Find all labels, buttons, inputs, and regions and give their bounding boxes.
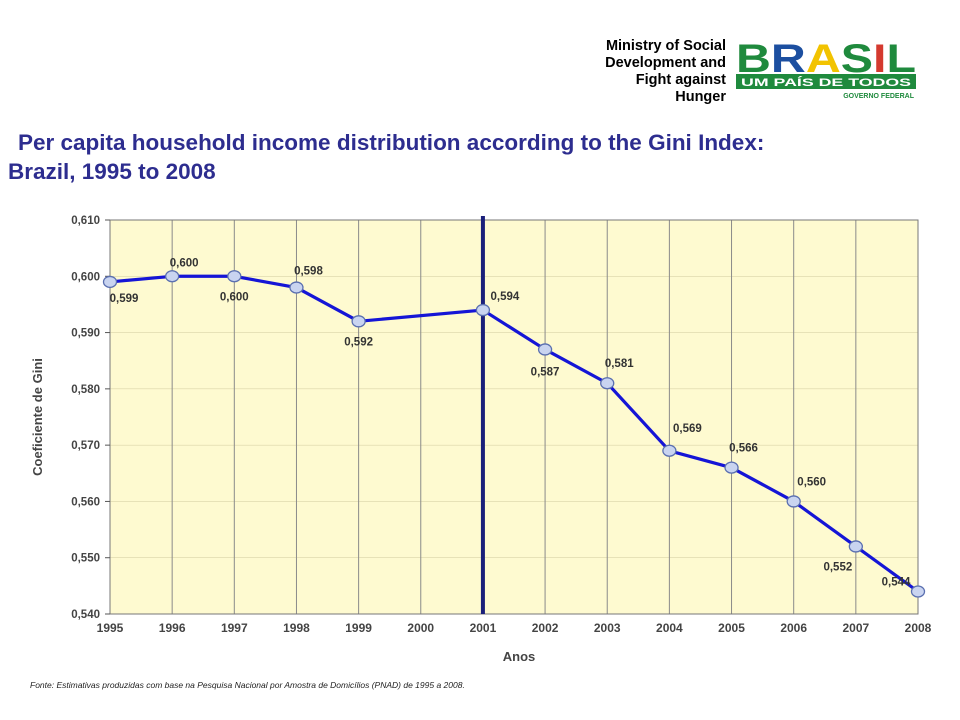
- gini-line-chart: 0,540 0,550 0,560 0,570 0,580 0,590 0,600 0,610…: [30, 215, 932, 664]
- chart-title: Per capita household income distribution…: [8, 128, 948, 186]
- x-tick-label: 1999: [345, 621, 372, 635]
- logo-letter: I: [873, 37, 886, 81]
- data-label: 0,594: [491, 291, 520, 303]
- ministry-line: Ministry of Social: [605, 38, 726, 54]
- x-tick-label: 2006: [780, 621, 807, 635]
- logo-tagline: UM PAÍS DE TODOS: [741, 76, 911, 89]
- data-point: [351, 315, 366, 328]
- x-tick-label: 2004: [656, 621, 683, 635]
- data-label: 0,544: [882, 576, 911, 588]
- data-point: [786, 495, 801, 508]
- data-label: 0,587: [531, 366, 560, 378]
- data-point: [662, 444, 677, 457]
- x-tick-label: 2007: [842, 621, 869, 635]
- y-tick-label: 0,610: [71, 215, 100, 227]
- x-tick-label: 1997: [221, 621, 248, 635]
- data-label: 0,560: [797, 476, 826, 488]
- ministry-name: Ministry of Social Development and Fight…: [520, 38, 726, 106]
- y-tick-label: 0,590: [71, 328, 100, 340]
- x-tick-label: 1995: [97, 621, 124, 635]
- data-label: 0,581: [605, 358, 634, 370]
- data-point: [724, 461, 739, 474]
- plot-area: [110, 220, 918, 614]
- data-point: [537, 343, 553, 356]
- chart-title-line1: Per capita household income distribution…: [18, 130, 765, 155]
- chart-title-line2: Brazil, 1995 to 2008: [8, 159, 216, 184]
- x-tick-label: 2002: [532, 621, 559, 635]
- x-tick-label: 1998: [283, 621, 310, 635]
- x-tick-label: 2000: [407, 621, 434, 635]
- x-tick-label: 2003: [594, 621, 621, 635]
- ministry-line: Hunger: [675, 89, 726, 105]
- y-tick-label: 0,580: [71, 384, 100, 396]
- data-point: [102, 275, 118, 289]
- data-point: [600, 377, 615, 390]
- logo-word: B R A S IL: [736, 37, 916, 81]
- y-tick-label: 0,570: [71, 440, 100, 452]
- data-point: [227, 270, 242, 283]
- x-tick-label: 2005: [718, 621, 745, 635]
- data-point: [475, 303, 491, 317]
- data-label: 0,566: [729, 443, 758, 455]
- chart-source: Fonte: Estimativas produzidas com base n…: [30, 680, 465, 690]
- data-point: [165, 270, 180, 283]
- data-point: [289, 281, 304, 294]
- data-label: 0,569: [673, 423, 702, 435]
- y-tick-label: 0,550: [71, 553, 100, 565]
- x-tick-label: 1996: [159, 621, 186, 635]
- x-axis-title: Anos: [503, 649, 536, 664]
- logo-letter: S: [841, 37, 873, 81]
- logo-letter: B: [736, 37, 771, 81]
- x-tick-label: 2008: [905, 621, 932, 635]
- logo-letter: A: [806, 37, 841, 81]
- y-tick-label: 0,560: [71, 496, 100, 508]
- x-tick-label: 2001: [470, 621, 497, 635]
- data-label: 0,600: [220, 291, 249, 303]
- plot-border: [109, 219, 919, 615]
- logo-tagline-band: [736, 74, 916, 89]
- logo-sub: GOVERNO FEDERAL: [843, 93, 915, 100]
- data-label: 0,592: [344, 336, 373, 348]
- data-label: 0,598: [294, 266, 323, 278]
- data-label: 0,600: [170, 257, 199, 269]
- y-tick-label: 0,600: [71, 271, 100, 283]
- ministry-line: Development and: [605, 55, 726, 71]
- y-axis-title: Coeficiente de Gini: [30, 358, 45, 476]
- y-tick-label: 0,540: [71, 609, 100, 621]
- data-point: [910, 585, 926, 598]
- brasil-logo: B R A S IL UM PAÍS DE TODOS GOVERNO FEDERAL: [736, 37, 916, 100]
- logo-letter: L: [886, 37, 916, 81]
- data-label: 0,552: [823, 561, 852, 573]
- data-label: 0,599: [110, 293, 139, 305]
- ministry-line: Fight against: [635, 72, 726, 88]
- logo-letter: R: [771, 37, 806, 81]
- data-point: [848, 540, 863, 553]
